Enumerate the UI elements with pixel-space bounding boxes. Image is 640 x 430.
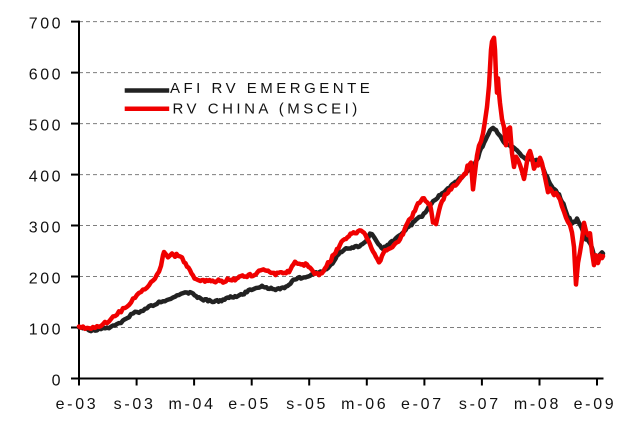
svg-text:600: 600 (29, 66, 63, 83)
svg-text:e-07: e-07 (401, 396, 444, 413)
svg-text:s-05: s-05 (286, 396, 328, 413)
svg-text:m-06: m-06 (341, 396, 388, 413)
svg-text:700: 700 (29, 15, 63, 32)
svg-text:RV CHINA (MSCEI): RV CHINA (MSCEI) (173, 101, 361, 118)
svg-text:e-03: e-03 (56, 396, 99, 413)
svg-text:s-07: s-07 (459, 396, 501, 413)
svg-text:s-03: s-03 (114, 396, 156, 413)
svg-text:400: 400 (29, 168, 63, 185)
svg-text:300: 300 (29, 219, 63, 236)
svg-text:100: 100 (29, 321, 63, 338)
svg-text:m-08: m-08 (514, 396, 561, 413)
svg-text:500: 500 (29, 117, 63, 134)
svg-text:m-04: m-04 (168, 396, 215, 413)
svg-text:AFI RV EMERGENTE: AFI RV EMERGENTE (170, 80, 373, 97)
svg-text:e-05: e-05 (228, 396, 271, 413)
svg-text:200: 200 (29, 270, 63, 287)
svg-text:0: 0 (52, 372, 63, 389)
svg-text:e-09: e-09 (574, 396, 617, 413)
